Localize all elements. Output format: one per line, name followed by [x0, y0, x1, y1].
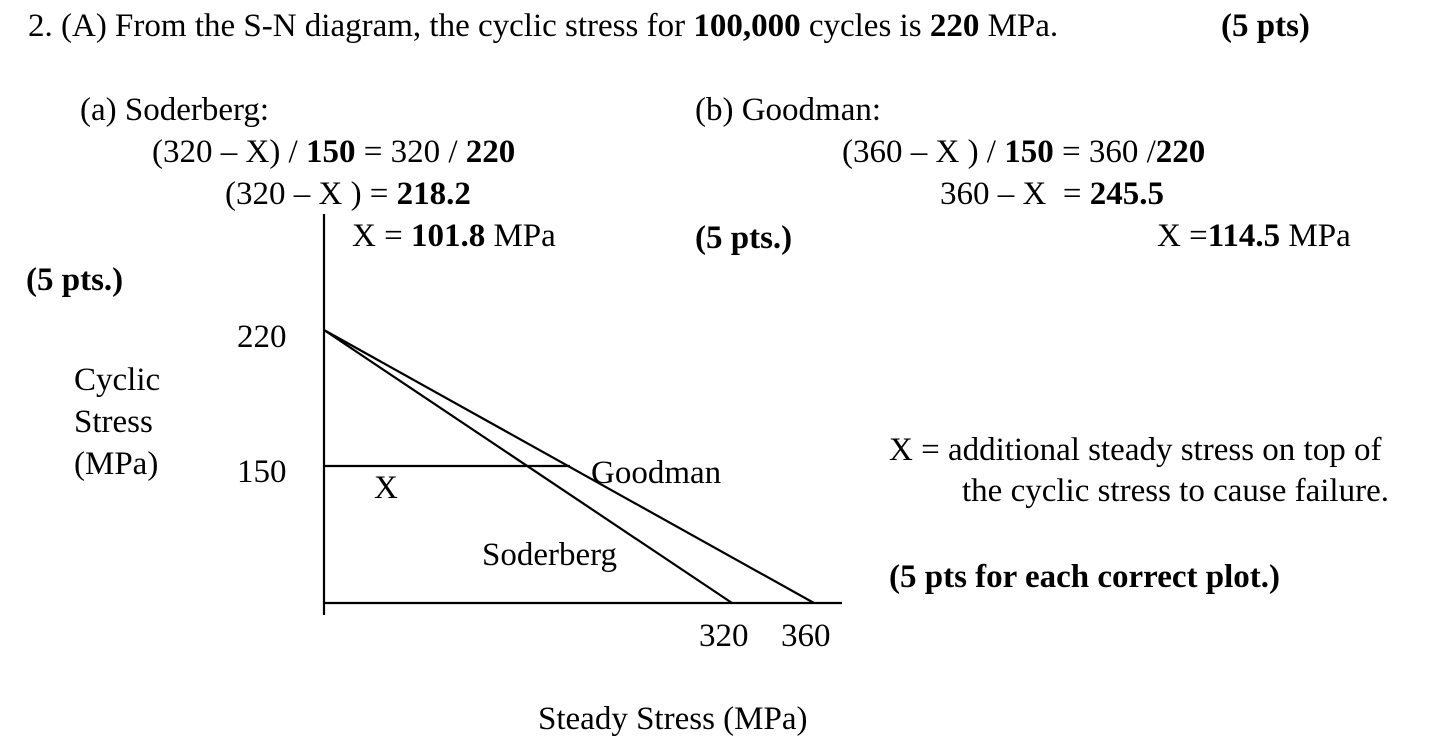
soderberg-equation-1: (320 – X) / 150 = 320 / 220	[152, 136, 515, 169]
soderberg-eq1-rhs-divisor: 220	[465, 134, 516, 170]
problem-number: 2.	[28, 8, 53, 44]
goodman-x-result: 114.5	[1207, 218, 1281, 254]
problem-statement: 2. (A) From the S-N diagram, the cyclic …	[28, 10, 1058, 43]
soderberg-eq1-rhs: = 320 /	[363, 134, 458, 170]
goodman-equation-3: X =114.5 MPa	[1157, 220, 1351, 253]
stress-value: 220	[929, 8, 980, 44]
soderberg-equation-3: X = 101.8 MPa	[352, 220, 556, 253]
goodman-eq1-lhs: (360 – X ) /	[842, 134, 996, 170]
goodman-points: (5 pts.)	[695, 220, 793, 256]
soderberg-eq2-result: 218.2	[396, 176, 471, 212]
soderberg-eq3-lhs: X =	[352, 218, 403, 254]
x-definition-line-2: the cyclic stress to cause failure.	[962, 473, 1389, 509]
x-region-label: X	[374, 470, 398, 506]
soderberg-heading: (a) Soderberg:	[80, 92, 270, 128]
soderberg-eq2-lhs: (320 – X ) =	[225, 176, 389, 212]
problem-points: (5 pts)	[1221, 8, 1310, 44]
goodman-equation-2: 360 – X = 245.5	[940, 178, 1164, 211]
y-tick-220: 220	[237, 319, 287, 355]
goodman-x-unit: MPa	[1288, 218, 1351, 254]
goodman-heading: (b) Goodman:	[695, 92, 882, 128]
goodman-eq1-rhs: = 360 /	[1061, 134, 1156, 170]
y-axis-label-line-1: Cyclic	[74, 362, 161, 398]
soderberg-eq1-divisor: 150	[305, 134, 356, 170]
x-tick-320: 320	[699, 618, 749, 654]
soderberg-line	[323, 329, 733, 604]
y-tick-150: 150	[237, 454, 287, 490]
goodman-line	[323, 329, 815, 604]
x-definition-line-1: X = additional steady stress on top of	[889, 432, 1382, 468]
soderberg-equation-2: (320 – X ) = 218.2	[225, 178, 471, 211]
goodman-eq1-divisor: 150	[1004, 134, 1054, 170]
soderberg-eq1-lhs: (320 – X) /	[152, 134, 298, 170]
soderberg-x-result: 101.8	[410, 218, 486, 254]
soderberg-line-label: Soderberg	[482, 537, 618, 573]
y-axis-label-line-3: (MPa)	[74, 446, 159, 482]
goodman-eq1-rhs-divisor: 220	[1155, 134, 1206, 170]
soderberg-points: (5 pts.)	[26, 262, 124, 298]
goodman-eq3-lhs: X =	[1157, 218, 1208, 254]
stress-unit: MPa.	[987, 8, 1059, 44]
x-tick-360: 360	[781, 618, 831, 654]
goodman-line-label: Goodman	[591, 455, 722, 491]
goodman-eq2-lhs: 360 – X =	[940, 176, 1082, 212]
plot-points-note: (5 pts for each correct plot.)	[889, 559, 1280, 595]
problem-part-text: (A) From the S-N diagram, the cyclic str…	[61, 8, 686, 44]
cycles-value: 100,000	[693, 8, 801, 44]
soderberg-x-unit: MPa	[493, 218, 556, 254]
goodman-eq2-result: 245.5	[1089, 176, 1164, 212]
cycles-text: cycles is	[808, 8, 922, 44]
x-axis-label: Steady Stress (MPa)	[538, 701, 808, 737]
y-axis-label-line-2: Stress	[74, 404, 153, 440]
goodman-equation-1: (360 – X ) / 150 = 360 /220	[842, 136, 1205, 169]
